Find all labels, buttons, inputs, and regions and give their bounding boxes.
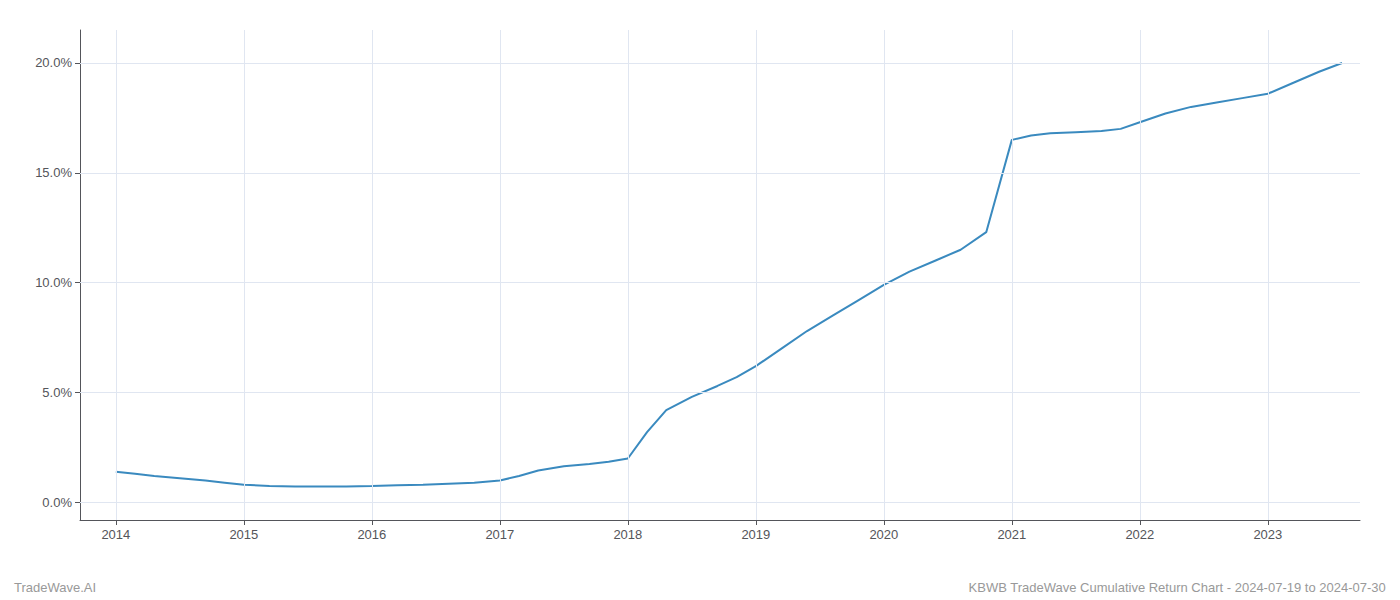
svg-text:2016: 2016	[357, 527, 386, 542]
svg-text:5.0%: 5.0%	[42, 385, 72, 400]
svg-text:2018: 2018	[613, 527, 642, 542]
svg-text:20.0%: 20.0%	[35, 55, 72, 70]
svg-text:2017: 2017	[485, 527, 514, 542]
svg-text:10.0%: 10.0%	[35, 275, 72, 290]
svg-text:15.0%: 15.0%	[35, 165, 72, 180]
svg-text:TradeWave.AI: TradeWave.AI	[14, 580, 96, 595]
svg-text:0.0%: 0.0%	[42, 495, 72, 510]
svg-text:2020: 2020	[869, 527, 898, 542]
svg-text:2015: 2015	[229, 527, 258, 542]
svg-text:KBWB TradeWave Cumulative Retu: KBWB TradeWave Cumulative Return Chart -…	[969, 580, 1386, 595]
svg-text:2022: 2022	[1125, 527, 1154, 542]
svg-text:2023: 2023	[1253, 527, 1282, 542]
svg-text:2021: 2021	[997, 527, 1026, 542]
svg-text:2019: 2019	[741, 527, 770, 542]
svg-text:2014: 2014	[101, 527, 130, 542]
